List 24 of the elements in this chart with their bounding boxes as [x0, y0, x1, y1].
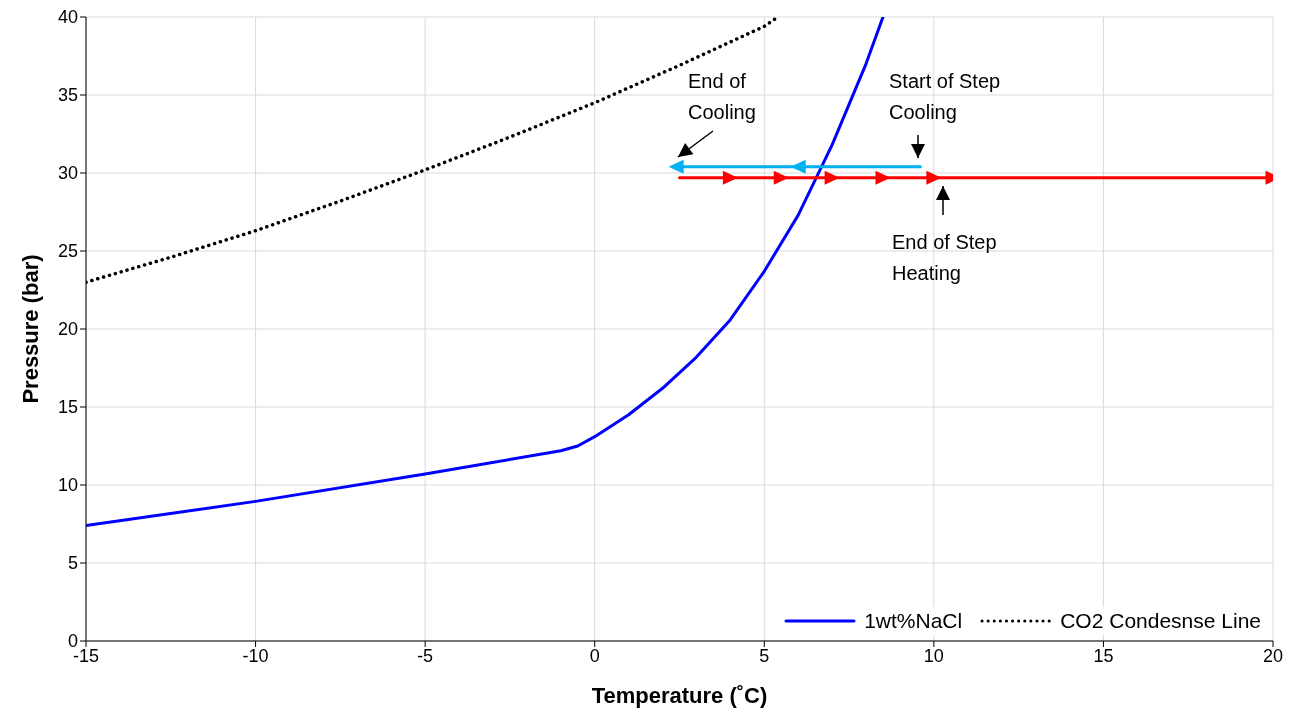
- x-tick-label: 0: [589, 645, 600, 666]
- x-tick-label: 5: [759, 645, 770, 666]
- annotation: End of Cooling: [688, 70, 756, 123]
- y-tick-label: 20: [57, 319, 78, 340]
- y-tick-label: 40: [57, 7, 78, 28]
- y-tick-label: 25: [57, 241, 78, 262]
- y-tick-label: 10: [57, 475, 78, 496]
- legend-label: CO2 Condesnse Line: [1060, 609, 1261, 633]
- y-tick-label: 5: [67, 553, 78, 574]
- x-axis-title: Temperature (˚C): [591, 683, 768, 708]
- y-tick-label: 0: [67, 631, 78, 652]
- x-tick-label: 10: [923, 645, 944, 666]
- y-axis-title: Pressure (bar): [17, 254, 43, 404]
- y-tick-label: 15: [57, 397, 78, 418]
- line-series: [86, 17, 885, 528]
- legend-label: 1wt%NaCl: [864, 609, 963, 633]
- y-tick-label: 35: [57, 85, 78, 106]
- y-tick-label: 30: [57, 163, 78, 184]
- annotation: End of Step Heating: [892, 231, 997, 284]
- x-tick-label: -10: [242, 645, 269, 666]
- x-tick-label: 20: [1262, 645, 1284, 666]
- x-tick-label: 15: [1093, 645, 1114, 666]
- x-tick-label: -5: [417, 645, 434, 666]
- annotation: Start of Step Cooling: [889, 70, 1001, 123]
